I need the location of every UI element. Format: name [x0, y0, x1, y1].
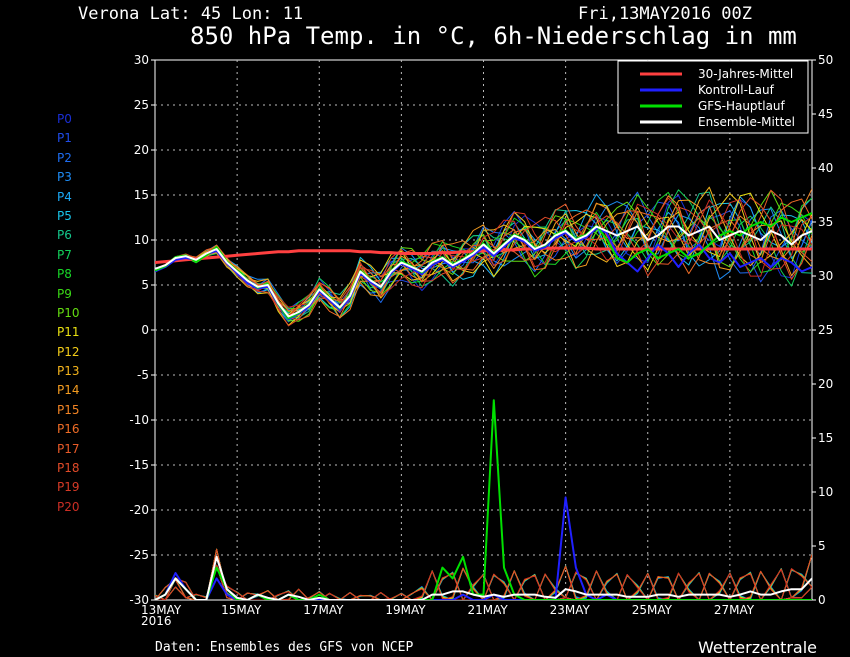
legend-entry-label: GFS-Hauptlauf	[698, 99, 786, 113]
member-label-p10: P10	[57, 305, 80, 320]
member-label-p6: P6	[57, 228, 72, 243]
y-left-tick-label: -30	[129, 593, 149, 607]
data-source-note: Daten: Ensembles des GFS von NCEP	[155, 640, 414, 655]
x-tick-label: 21MAY	[468, 603, 509, 617]
y-left-tick-label: -5	[137, 368, 149, 382]
y-right-tick-label: 20	[818, 377, 833, 391]
x-tick-label: 23MAY	[550, 603, 591, 617]
member-label-p4: P4	[57, 189, 72, 204]
member-label-p9: P9	[57, 286, 72, 301]
member-label-p19: P19	[57, 480, 80, 495]
member-label-p1: P1	[57, 131, 72, 146]
x-tick-label: 15MAY	[221, 603, 262, 617]
y-left-tick-label: 0	[141, 323, 149, 337]
x-tick-label: 27MAY	[714, 603, 755, 617]
y-left-tick-label: -15	[129, 458, 149, 472]
member-label-p17: P17	[57, 441, 80, 456]
member-label-p15: P15	[57, 402, 80, 417]
y-right-tick-label: 0	[818, 593, 826, 607]
precip-member-line-p20	[155, 564, 812, 600]
member-label-p14: P14	[57, 383, 80, 398]
y-right-tick-label: 45	[818, 107, 833, 121]
member-label-p5: P5	[57, 208, 72, 223]
y-right-tick-label: 10	[818, 485, 833, 499]
y-right-tick-label: 50	[818, 53, 833, 67]
member-label-p2: P2	[57, 150, 72, 165]
chart-title: 850 hPa Temp. in °C, 6h-Niederschlag in …	[190, 22, 797, 50]
y-right-tick-label: 30	[818, 269, 833, 283]
y-left-tick-label: 10	[134, 233, 149, 247]
temp-control-line	[155, 227, 812, 321]
member-label-p7: P7	[57, 247, 72, 262]
y-left-tick-label: -10	[129, 413, 149, 427]
precip-main-line	[155, 399, 812, 600]
x-tick-label: 19MAY	[385, 603, 426, 617]
x-tick-label: 2016	[141, 614, 172, 628]
member-label-p16: P16	[57, 422, 80, 437]
y-right-tick-label: 5	[818, 539, 826, 553]
y-left-tick-label: 30	[134, 53, 149, 67]
y-left-tick-label: 25	[134, 98, 149, 112]
y-left-tick-label: -25	[129, 548, 149, 562]
member-label-p20: P20	[57, 499, 80, 514]
y-left-tick-label: 15	[134, 188, 149, 202]
temp-member-line-p19	[155, 197, 812, 317]
legend-entry-label: Kontroll-Lauf	[698, 83, 775, 97]
y-right-tick-label: 40	[818, 161, 833, 175]
y-right-tick-label: 15	[818, 431, 833, 445]
member-label-p0: P0	[57, 112, 72, 126]
legend-entry-label: Ensemble-Mittel	[698, 115, 795, 129]
x-tick-label: 17MAY	[303, 603, 344, 617]
precip-member-line-p18	[155, 548, 812, 600]
temp-ensemble-mean-line	[155, 225, 812, 318]
ensemble-member-list: P0 P1 P2 P3 P4 P5 P6 P7 P8 P9 P10 P11 P12 P13 P14 P15 P1…	[57, 110, 117, 517]
y-left-tick-label: -20	[129, 503, 149, 517]
member-label-p8: P8	[57, 267, 72, 282]
member-label-p3: P3	[57, 170, 72, 185]
member-label-p13: P13	[57, 364, 80, 379]
x-tick-label: 13MAY	[141, 603, 182, 617]
precip-ensemble-mean-line	[155, 555, 812, 600]
x-tick-label: 25MAY	[632, 603, 673, 617]
y-left-tick-label: 20	[134, 143, 149, 157]
member-label-p18: P18	[57, 461, 80, 476]
member-label-p11: P11	[57, 325, 80, 340]
y-left-tick-label: 5	[141, 278, 149, 292]
location-label: Verona Lat: 45 Lon: 11	[78, 4, 304, 24]
legend-entry-label: 30-Jahres-Mittel	[698, 67, 793, 81]
y-right-tick-label: 25	[818, 323, 833, 337]
member-label-p12: P12	[57, 344, 80, 359]
run-datetime: Fri,13MAY2016 00Z	[578, 4, 752, 24]
brand-label: Wetterzentrale	[698, 638, 818, 657]
y-right-tick-label: 35	[818, 215, 833, 229]
temp-member-line-p12	[155, 193, 812, 315]
